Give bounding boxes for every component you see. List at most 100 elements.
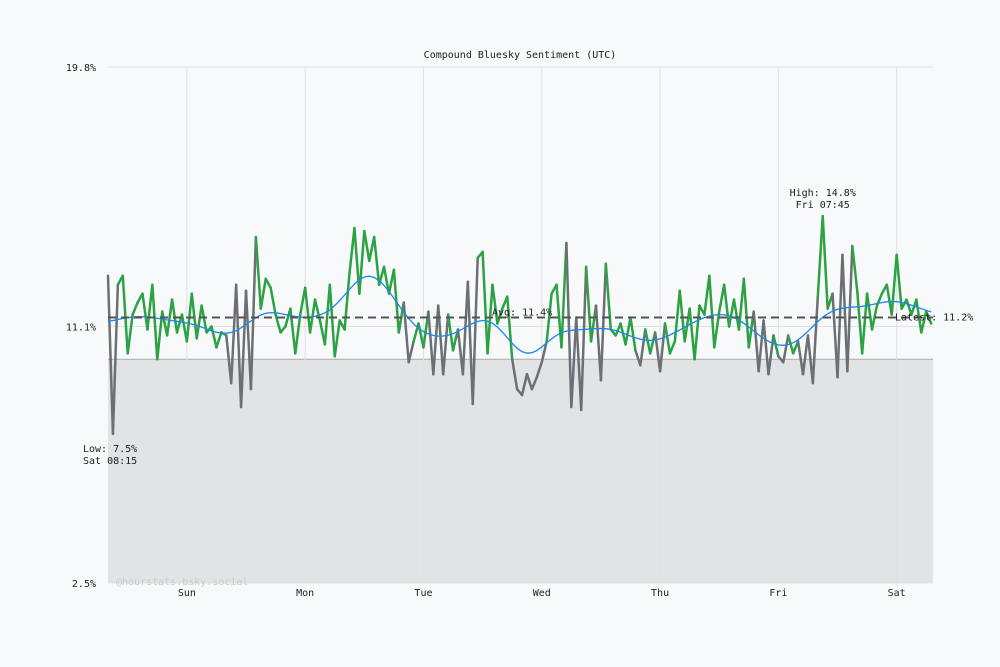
series-segment	[895, 253, 903, 310]
series-segment	[851, 244, 859, 292]
series-segment	[846, 244, 854, 373]
y-tick-label: 11.1%	[66, 322, 96, 333]
series-segment	[648, 331, 657, 355]
series-segment	[535, 361, 544, 379]
series-segment	[126, 313, 134, 355]
series-segment	[545, 292, 553, 343]
series-segment	[806, 334, 815, 385]
series-segment	[831, 292, 839, 379]
series-segment	[658, 322, 667, 373]
series-segment	[279, 325, 287, 334]
series-segment	[920, 310, 928, 334]
series-segment	[294, 313, 302, 355]
series-segment	[417, 322, 425, 349]
series-segment	[259, 277, 267, 310]
series-segment	[811, 295, 820, 385]
series-segment	[200, 304, 208, 334]
series-segment	[693, 304, 701, 361]
y-tick-label: 2.5%	[72, 579, 96, 590]
series-segment	[683, 307, 691, 343]
series-segment	[269, 286, 277, 316]
series-segment	[703, 274, 711, 316]
series-segment	[762, 319, 770, 376]
series-segment	[752, 310, 760, 373]
series-segment	[644, 328, 652, 355]
series-segment	[496, 307, 504, 325]
series-segment	[106, 274, 115, 436]
series-segment	[678, 289, 686, 343]
series-segment	[836, 253, 844, 379]
series-segment	[427, 310, 435, 376]
series-segment	[717, 283, 726, 313]
x-tick-label: Sun	[178, 588, 196, 599]
series-segment	[264, 277, 272, 289]
series-segment	[639, 328, 647, 367]
series-segment	[713, 310, 721, 349]
series-segment	[915, 298, 923, 334]
series-segment	[151, 283, 159, 361]
series-segment	[629, 316, 637, 352]
series-segment	[170, 298, 179, 334]
series-segment	[486, 283, 494, 355]
series-segment	[782, 334, 790, 364]
smoothed-trend-line	[107, 275, 932, 354]
series-segment	[570, 316, 578, 409]
x-tick-label: Tue	[414, 588, 432, 599]
below-threshold-fill	[108, 359, 933, 583]
series-segment	[363, 229, 371, 263]
series-segment	[870, 304, 879, 331]
series-segment	[801, 334, 810, 376]
series-segment	[905, 298, 913, 316]
series-segment	[412, 322, 420, 343]
series-segment	[520, 372, 529, 397]
average-label: Avg: 11.4%	[492, 308, 552, 319]
series-segment	[249, 235, 258, 391]
series-segment	[180, 313, 189, 343]
watermark: @hourstats.bsky.social	[116, 577, 248, 588]
series-segment	[604, 262, 613, 331]
series-segment	[860, 292, 869, 355]
series-segment	[466, 280, 475, 406]
series-segment	[816, 214, 824, 298]
series-segment	[160, 310, 169, 337]
series-segment	[786, 334, 795, 355]
series-segment	[599, 262, 608, 382]
x-tick-label: Mon	[296, 588, 314, 599]
series-segment	[727, 298, 736, 328]
series-segment	[303, 286, 312, 334]
series-segment	[131, 301, 139, 316]
series-segment	[663, 322, 672, 355]
series-segment	[668, 340, 677, 355]
series-segment	[353, 226, 361, 295]
chart-title: Compound Bluesky Sentiment (UTC)	[424, 50, 617, 61]
series-segment	[855, 289, 864, 355]
series-segment	[653, 331, 662, 373]
series-segment	[841, 253, 849, 373]
y-tick-label: 19.8%	[66, 63, 96, 74]
series-segment	[348, 226, 356, 275]
series-segment	[165, 298, 174, 337]
series-segment	[540, 340, 548, 364]
series-segment	[298, 286, 307, 316]
high-annotation: High: 14.8%	[790, 188, 856, 199]
x-tick-label: Thu	[651, 588, 669, 599]
series-segment	[254, 235, 263, 310]
series-segment	[722, 283, 731, 328]
series-segment	[215, 331, 223, 349]
series-segment	[111, 283, 120, 436]
series-segment	[575, 316, 583, 412]
series-segment	[742, 277, 751, 349]
series-segment	[565, 241, 573, 409]
series-segment	[333, 319, 341, 358]
series-segment	[402, 301, 410, 364]
series-segment	[865, 292, 874, 331]
series-segment	[732, 298, 741, 331]
series-segment	[708, 274, 716, 349]
series-segment	[619, 322, 627, 346]
high-annotation-time: Fri 07:45	[796, 200, 850, 211]
series-segment	[175, 313, 184, 334]
series-segment	[441, 313, 450, 376]
x-axis: Sun Mon Tue Wed Thu Fri Sat	[178, 588, 906, 599]
series-segment	[481, 250, 489, 355]
